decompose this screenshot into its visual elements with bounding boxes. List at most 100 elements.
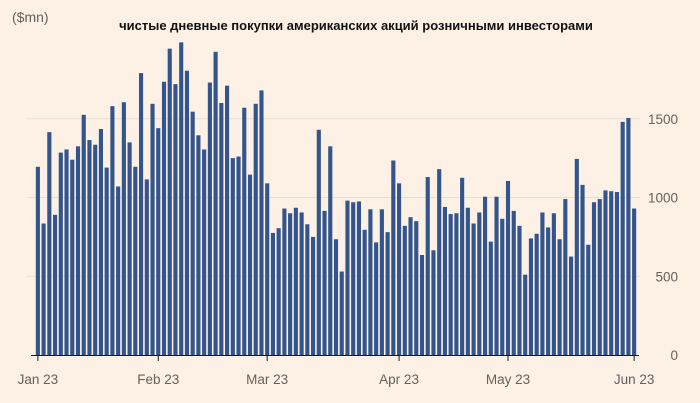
bar xyxy=(391,160,396,355)
x-tick-label: Feb 23 xyxy=(137,372,179,387)
bar xyxy=(93,144,98,355)
bar xyxy=(632,208,637,355)
bar xyxy=(53,214,58,355)
bar xyxy=(586,244,591,355)
bar xyxy=(58,152,63,355)
chart-title: чистые дневные покупки американских акци… xyxy=(119,18,593,33)
bar xyxy=(614,191,619,355)
bar xyxy=(236,156,241,355)
bar xyxy=(127,142,132,356)
y-axis-ticks: 0 500 1000 1500 xyxy=(648,112,678,363)
bar xyxy=(35,166,40,355)
y-tick-label: 0 xyxy=(670,348,678,363)
bar xyxy=(603,190,608,355)
x-tick-label: Jun 23 xyxy=(614,372,655,387)
bar xyxy=(511,210,516,355)
bar xyxy=(161,81,167,356)
bar xyxy=(190,111,195,355)
y-tick-label: 500 xyxy=(655,269,678,284)
bar xyxy=(253,103,258,355)
bar xyxy=(408,217,413,355)
bar xyxy=(339,271,344,355)
x-axis-ticks: Jan 23 Feb 23 Mar 23 Apr 23 May 23 Jun 23 xyxy=(18,355,655,387)
bar xyxy=(517,225,522,355)
bar xyxy=(551,213,556,355)
bar xyxy=(574,158,579,355)
bar xyxy=(41,223,46,355)
bar xyxy=(442,206,447,355)
bar xyxy=(213,51,218,356)
y-tick-label: 1000 xyxy=(648,191,678,206)
bar xyxy=(87,140,92,355)
bar xyxy=(156,128,161,355)
x-tick-label: Jan 23 xyxy=(18,372,59,387)
bar xyxy=(333,239,339,355)
bar xyxy=(299,212,304,355)
bar xyxy=(242,107,247,355)
bar xyxy=(184,70,189,356)
bar xyxy=(144,179,149,355)
bar xyxy=(219,103,224,355)
bar xyxy=(437,169,442,355)
bar xyxy=(620,121,625,356)
bar xyxy=(465,207,470,355)
bar xyxy=(351,202,356,355)
bar xyxy=(311,236,316,356)
bar xyxy=(557,239,562,355)
bar xyxy=(322,210,327,355)
bar xyxy=(81,114,86,355)
bar xyxy=(75,146,81,355)
bar xyxy=(47,132,52,355)
bar xyxy=(626,117,631,356)
bars xyxy=(35,42,637,356)
bar xyxy=(591,202,597,355)
bar xyxy=(104,167,109,355)
y-tick-label: 1500 xyxy=(648,112,678,127)
bar xyxy=(265,183,270,355)
bar xyxy=(305,224,310,355)
bar xyxy=(477,212,482,355)
bar xyxy=(419,254,425,355)
bar xyxy=(597,199,602,355)
bar xyxy=(270,232,275,355)
bar xyxy=(546,227,551,355)
bar xyxy=(368,209,373,355)
bar xyxy=(98,128,103,355)
bar xyxy=(563,199,568,355)
bar xyxy=(282,208,287,355)
bar xyxy=(196,135,201,355)
bar xyxy=(580,184,585,355)
bar xyxy=(276,228,281,355)
bar xyxy=(569,256,574,355)
bar xyxy=(385,232,390,355)
bar xyxy=(454,213,459,355)
bar xyxy=(483,196,488,355)
bar xyxy=(488,241,493,355)
bar xyxy=(534,233,539,355)
bar xyxy=(179,42,184,356)
x-tick-label: Apr 23 xyxy=(379,372,419,387)
bar xyxy=(133,166,138,355)
bar xyxy=(247,174,253,355)
bar xyxy=(379,209,384,355)
bar xyxy=(471,223,476,355)
x-tick-label: May 23 xyxy=(486,372,530,387)
bar xyxy=(167,48,172,355)
bar xyxy=(64,149,69,355)
bar xyxy=(431,250,436,355)
bar xyxy=(460,177,465,355)
bar xyxy=(70,159,75,355)
bar xyxy=(448,214,453,355)
bar xyxy=(121,102,126,356)
bar xyxy=(397,183,402,355)
bar xyxy=(110,106,115,356)
bar xyxy=(328,146,333,355)
bar xyxy=(609,191,614,355)
bar xyxy=(528,238,533,355)
bar xyxy=(150,103,155,355)
bar xyxy=(494,196,499,355)
bar xyxy=(259,90,264,356)
bar xyxy=(523,274,528,355)
bar xyxy=(414,221,419,356)
bar xyxy=(207,82,212,356)
